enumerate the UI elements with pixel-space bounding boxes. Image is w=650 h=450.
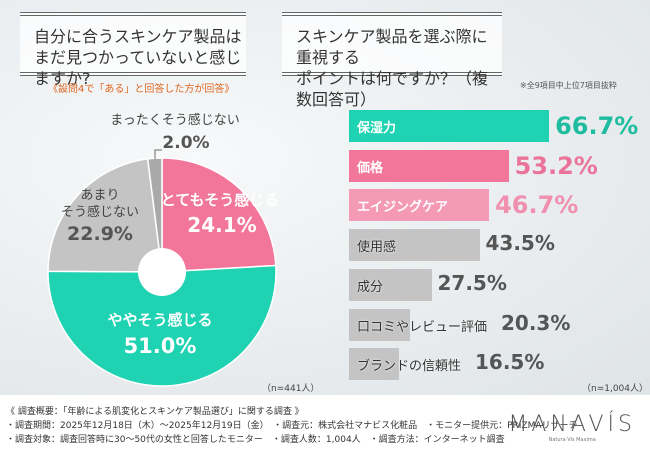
bar-value: 66.7% — [555, 112, 639, 140]
survey-footer: 《 調査概要：「年齢による肌変化とスキンケア製品選び」に関する調査 》 ・調査期… — [0, 395, 650, 450]
bar-5: 口コミやレビュー評価 — [349, 308, 487, 341]
bar-value: 53.2% — [514, 151, 598, 180]
slice-label-3: まったくそう感じない — [110, 112, 239, 128]
slice-value-2: 22.9% — [67, 223, 133, 245]
brand-logo: MANAVÍS Natura Vis Maxima — [508, 412, 636, 443]
bar-6: ブランドの信頼性 — [349, 348, 461, 381]
pie-slice-2 — [47, 158, 163, 273]
bar-label: エイジングケア — [357, 200, 449, 216]
bar-value: 27.5% — [437, 270, 507, 295]
bar-2: エイジングケア — [349, 189, 490, 222]
slice-value-0: 24.1% — [187, 213, 256, 237]
bar-label: ブランドの信頼性 — [357, 359, 462, 375]
bar-3: 使用感 — [349, 229, 480, 262]
bar-1: 価格 — [349, 149, 509, 182]
bar-value: 46.7% — [495, 191, 579, 220]
pie-chart: まったくそう感じない 2.0% とてもそう感じる 24.1% ややそう感じる 5… — [47, 112, 280, 387]
bar-0: 保湿力 — [349, 110, 550, 142]
pie-slice-1 — [47, 264, 277, 387]
right-question-line1: スキンケア製品を選ぶ際に重視する — [296, 27, 488, 67]
leader-line — [154, 149, 162, 159]
left-condition: 《設問4で「ある」と回答した方が回答》 — [48, 84, 235, 95]
right-question: スキンケア製品を選ぶ際に重視する ポイントは何ですか？（複数回答可） — [282, 12, 502, 109]
bar-4: 成分 — [349, 268, 432, 301]
logo-tagline: Natura Vis Maxima — [548, 437, 596, 443]
right-sample-size: （n=1,004人） — [582, 384, 649, 394]
right-note: ※全9項目中上位7項目抜粋 — [520, 81, 617, 90]
slice-label-0: とてもそう感じる — [161, 191, 280, 209]
footer-line: ・調査対象：調査回答時に30～50代の女性と回答したモニター ・調査人数：1,0… — [6, 435, 505, 445]
slice-value-3: 2.0% — [162, 133, 209, 153]
slice-label-2-line1: あまり — [80, 188, 119, 203]
bar-label: 価格 — [357, 160, 384, 176]
right-question-line2: ポイントは何ですか？（複数回答可） — [296, 69, 489, 109]
left-question-line2: まだ見つかっていないと感じますか? — [34, 48, 242, 88]
bar-value: 16.5% — [475, 350, 545, 375]
bar-label: 成分 — [357, 279, 384, 295]
bar-value: 43.5% — [485, 231, 555, 256]
left-sample-size: （n=441人） — [262, 384, 320, 394]
bar-label: 使用感 — [357, 240, 397, 256]
left-question-line1: 自分に合うスキンケア製品は — [34, 27, 242, 46]
pie-slice-0 — [161, 157, 277, 273]
left-question: 自分に合うスキンケア製品は まだ見つかっていないと感じますか? — [20, 12, 246, 88]
bar-label: 口コミやレビュー評価 — [357, 319, 488, 335]
slice-label-1: ややそう感じる — [107, 311, 212, 329]
pie-center-hole — [138, 248, 186, 296]
footer-line: 《 調査概要：「年齢による肌変化とスキンケア製品選び」に関する調査 》 — [6, 407, 304, 417]
slice-value-1: 51.0% — [124, 334, 197, 358]
bar-value: 20.3% — [501, 310, 571, 335]
footer-line: ・調査期間：2025年12月18日（木）～2025年12月19日（金） ・調査元… — [6, 421, 578, 431]
slice-label-2: そう感じない — [61, 204, 139, 220]
logo-name: MANAVÍS — [508, 412, 636, 437]
bar-label: 保湿力 — [357, 121, 397, 136]
